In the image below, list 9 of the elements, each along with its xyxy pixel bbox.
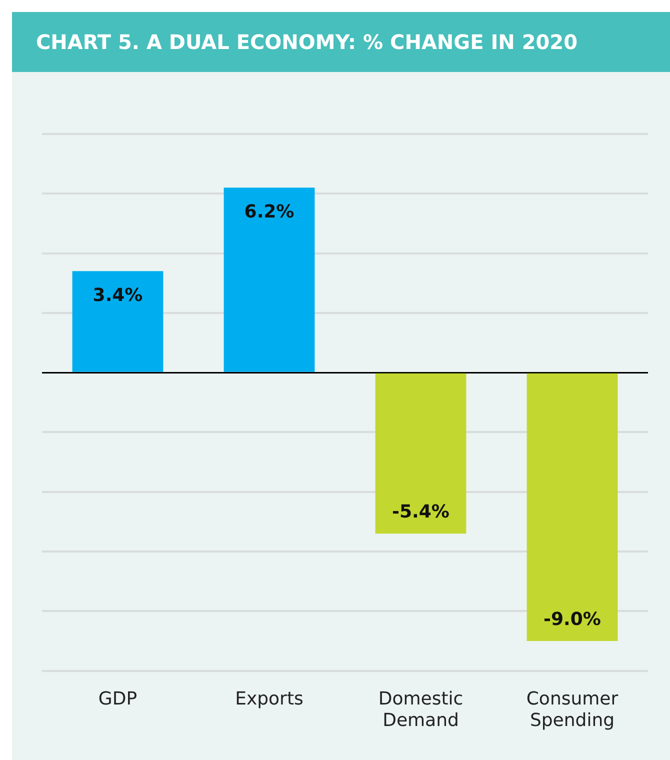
x-tick-label: Consumer Spending	[526, 688, 619, 731]
data-label: -9.0%	[544, 608, 601, 630]
chart-title: CHART 5. A DUAL ECONOMY: % CHANGE IN 2020	[12, 12, 670, 72]
x-tick-label: GDP	[98, 688, 138, 710]
data-label: -5.4%	[392, 502, 450, 523]
x-tick-label: Domestic Demand	[378, 688, 464, 731]
data-label: 6.2%	[244, 202, 294, 223]
data-label: 3.4%	[92, 285, 143, 306]
x-tick-label: Exports	[235, 688, 304, 710]
